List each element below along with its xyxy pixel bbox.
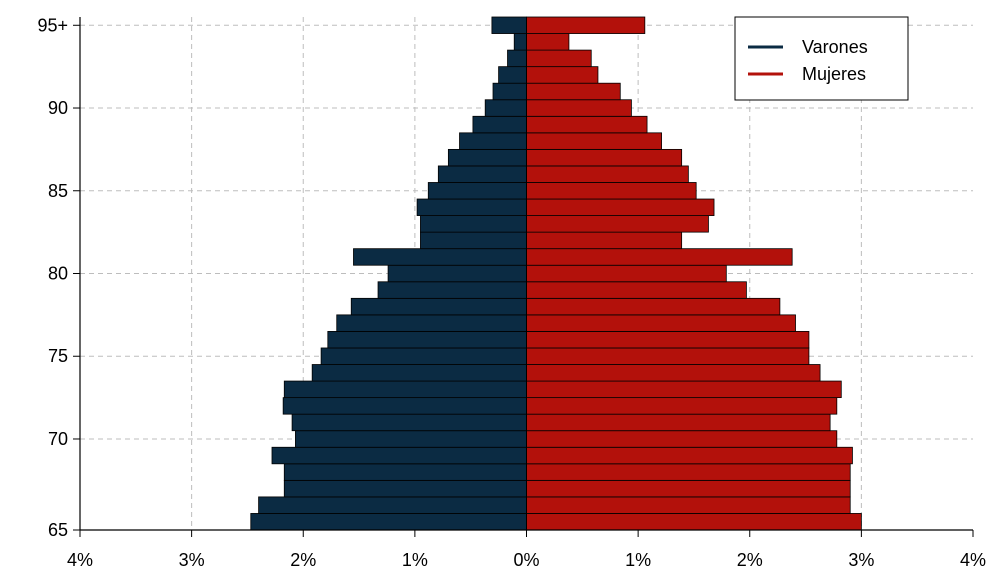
varones-bar-79 xyxy=(377,281,527,299)
varones-bar-95 xyxy=(491,16,527,34)
varones-bar-92 xyxy=(498,66,527,84)
mujeres-bar-95 xyxy=(526,16,646,34)
varones-bar-77 xyxy=(336,314,527,332)
mujeres-bar-73 xyxy=(526,380,842,399)
varones-bar-90 xyxy=(484,99,527,117)
mujeres-bar-69 xyxy=(526,446,853,465)
varones-bar-65 xyxy=(250,513,527,531)
mujeres-bar-86 xyxy=(526,165,689,183)
mujeres-bar-79 xyxy=(526,281,747,299)
x-tick-label: 2% xyxy=(290,550,316,570)
x-tick-label: 1% xyxy=(625,550,651,570)
varones-bar-84 xyxy=(416,198,527,216)
varones-bar-76 xyxy=(327,331,527,349)
varones-bar-85 xyxy=(427,182,527,200)
legend: Varones Mujeres xyxy=(734,16,909,101)
y-tick-label: 65 xyxy=(48,520,68,540)
varones-bar-68 xyxy=(283,463,527,481)
varones-bars xyxy=(250,16,527,531)
varones-bar-72 xyxy=(282,397,527,415)
mujeres-bar-77 xyxy=(526,314,796,332)
varones-bar-86 xyxy=(437,165,527,183)
legend-label-mujeres: Mujeres xyxy=(802,64,866,84)
mujeres-bar-82 xyxy=(526,231,683,250)
mujeres-bar-71 xyxy=(526,413,831,432)
mujeres-bar-94 xyxy=(526,33,570,51)
varones-bar-66 xyxy=(258,496,527,514)
varones-bar-70 xyxy=(295,430,527,448)
y-tick-label: 95+ xyxy=(37,15,68,35)
mujeres-bar-81 xyxy=(526,248,793,266)
x-tick-label: 0% xyxy=(513,550,539,570)
mujeres-bar-78 xyxy=(526,297,781,316)
mujeres-bar-91 xyxy=(526,82,621,101)
varones-bar-75 xyxy=(320,347,527,365)
legend-box xyxy=(734,16,909,101)
mujeres-bar-72 xyxy=(526,397,838,415)
varones-bar-91 xyxy=(492,82,527,101)
varones-bar-93 xyxy=(507,49,527,68)
varones-bar-83 xyxy=(420,215,527,233)
mujeres-bar-83 xyxy=(526,215,709,233)
mujeres-bar-76 xyxy=(526,331,810,349)
mujeres-bar-84 xyxy=(526,198,715,216)
mujeres-bar-90 xyxy=(526,99,632,117)
x-axis-ticks: 4% 3% 2% 1% 0% 1% 2% 3% 4% xyxy=(67,530,986,570)
varones-bar-82 xyxy=(420,231,527,250)
mujeres-bar-74 xyxy=(526,364,821,382)
y-axis-ticks: 65 70 75 80 85 90 95+ xyxy=(37,15,80,540)
varones-bar-89 xyxy=(472,115,527,134)
x-tick-label: 3% xyxy=(848,550,874,570)
varones-bar-80 xyxy=(387,264,527,283)
legend-label-varones: Varones xyxy=(802,37,868,57)
varones-bar-71 xyxy=(291,413,527,432)
y-tick-label: 80 xyxy=(48,264,68,284)
mujeres-bar-65 xyxy=(526,513,862,531)
y-tick-label: 70 xyxy=(48,429,68,449)
mujeres-bar-67 xyxy=(526,479,851,498)
x-tick-label: 4% xyxy=(960,550,986,570)
varones-bar-78 xyxy=(350,297,527,316)
mujeres-bar-70 xyxy=(526,430,838,448)
mujeres-bar-75 xyxy=(526,347,810,365)
mujeres-bar-93 xyxy=(526,49,592,68)
varones-bar-88 xyxy=(459,132,527,150)
y-tick-label: 90 xyxy=(48,98,68,118)
y-tick-label: 85 xyxy=(48,181,68,201)
mujeres-bar-68 xyxy=(526,463,851,481)
varones-bar-87 xyxy=(447,148,527,167)
x-tick-label: 1% xyxy=(402,550,428,570)
mujeres-bar-92 xyxy=(526,66,599,84)
x-tick-label: 2% xyxy=(737,550,763,570)
mujeres-bar-85 xyxy=(526,182,697,200)
varones-bar-67 xyxy=(283,479,527,498)
mujeres-bar-80 xyxy=(526,264,727,283)
mujeres-bar-87 xyxy=(526,148,683,167)
y-tick-label: 75 xyxy=(48,346,68,366)
mujeres-bar-89 xyxy=(526,115,648,134)
varones-bar-94 xyxy=(513,33,527,51)
mujeres-bar-66 xyxy=(526,496,851,514)
varones-bar-69 xyxy=(271,446,527,465)
varones-bar-81 xyxy=(353,248,527,266)
x-tick-label: 3% xyxy=(179,550,205,570)
x-tick-label: 4% xyxy=(67,550,93,570)
varones-bar-73 xyxy=(283,380,527,399)
varones-bar-74 xyxy=(311,364,527,382)
mujeres-bar-88 xyxy=(526,132,662,150)
